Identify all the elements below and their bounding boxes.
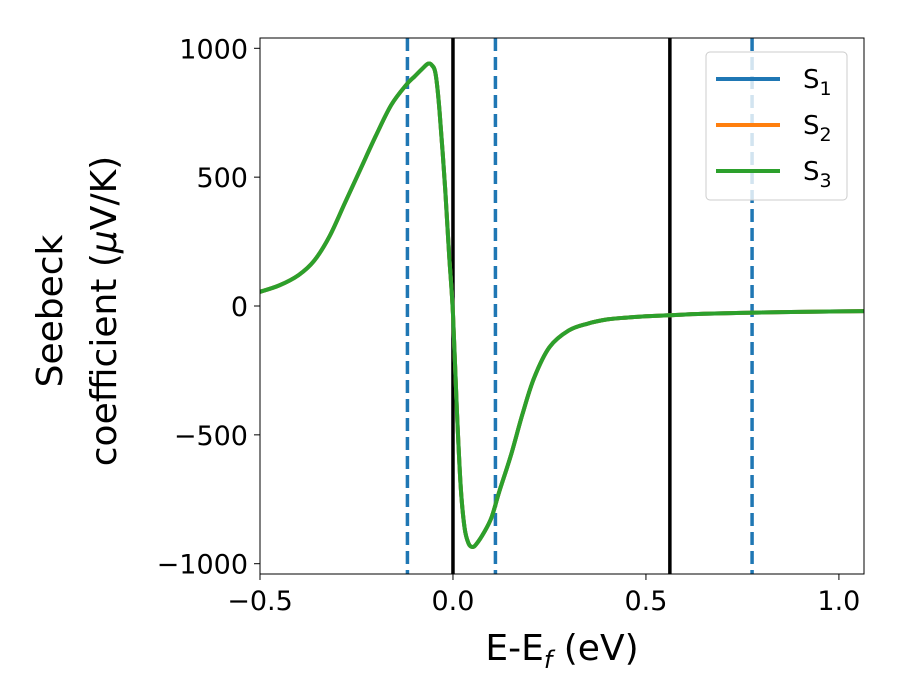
x-tick-label-3: 1.0 — [817, 586, 860, 617]
x-tick-label-1: 0.0 — [431, 586, 474, 617]
x-tick-label-0: −0.5 — [227, 586, 293, 617]
y-tick-label-3: −500 — [174, 421, 248, 452]
legend: S1 S2 S3 — [705, 51, 848, 201]
legend-item-s3: S3 — [716, 157, 832, 192]
x-axis-title: E-Ef (eV) — [485, 628, 638, 674]
legend-item-s1: S1 — [716, 65, 832, 100]
legend-item-s2: S2 — [716, 111, 832, 146]
legend-label-s3: S3 — [803, 157, 832, 192]
legend-label-s2: S2 — [803, 111, 832, 146]
plot-lines — [260, 38, 864, 574]
y-tick-label-1: 500 — [196, 163, 248, 194]
y-axis-title-line2: coefficient (μV/K) — [84, 156, 125, 466]
x-tick-label-2: 0.5 — [624, 586, 667, 617]
series-line-s3 — [260, 61, 864, 549]
y-tick-label-2: 0 — [231, 292, 248, 323]
y-tick-label-4: −1000 — [157, 550, 248, 581]
y-axis-title: Seebeck coefficient (μV/K) — [30, 156, 125, 466]
y-tick-label-0: 1000 — [179, 34, 248, 65]
y-axis-title-line1: Seebeck — [30, 234, 71, 387]
legend-label-s1: S1 — [803, 65, 832, 100]
axis-ticks: −0.5 0.0 0.5 1.0 1000 500 0 −500 −1000 — [157, 34, 861, 617]
